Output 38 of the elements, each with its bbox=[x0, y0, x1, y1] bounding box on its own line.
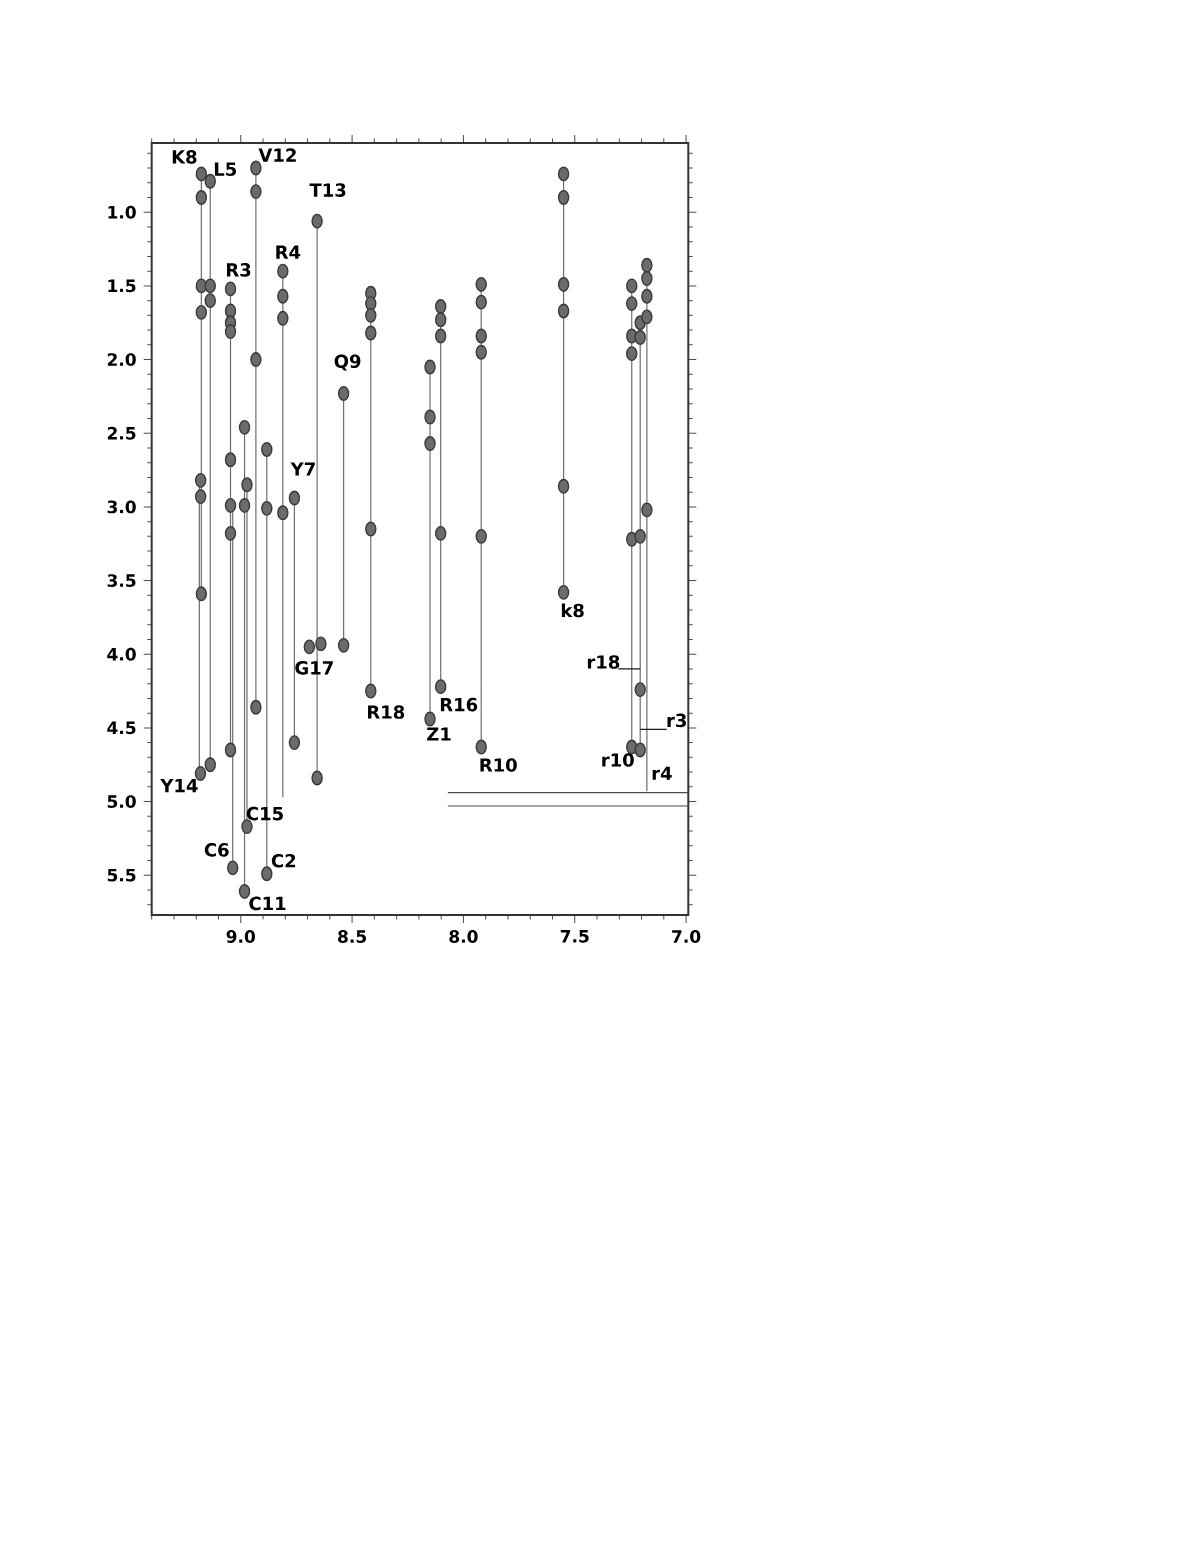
annotation: C11 bbox=[249, 896, 286, 911]
annotation: Z1 bbox=[427, 727, 451, 741]
annotation: R10 bbox=[480, 758, 517, 772]
y-tick-label: 2.0 bbox=[107, 353, 136, 367]
annotation: C6 bbox=[204, 843, 229, 857]
annotation: R4 bbox=[276, 245, 301, 259]
y-tick-label: 3.5 bbox=[107, 574, 136, 587]
annotation: r3 bbox=[667, 713, 686, 728]
x-tick-label: 8.0 bbox=[449, 930, 478, 943]
annotation: R16 bbox=[440, 697, 478, 712]
y-tick-label: 5.5 bbox=[107, 868, 136, 882]
x-tick-label: 7.0 bbox=[672, 930, 701, 943]
y-tick-label: 4.5 bbox=[107, 721, 136, 735]
annotation: T13 bbox=[309, 183, 346, 197]
annotation: V12 bbox=[258, 148, 296, 162]
annotation: R3 bbox=[226, 263, 251, 277]
annotation: Q9 bbox=[334, 354, 361, 371]
annotation: C2 bbox=[271, 853, 296, 868]
annotation: L5 bbox=[214, 162, 236, 176]
annotation: C15 bbox=[246, 806, 283, 821]
annotation: G17 bbox=[295, 661, 333, 675]
y-tick-label: 1.5 bbox=[108, 279, 136, 293]
x-tick-label: 8.5 bbox=[338, 930, 366, 943]
annotation: K8 bbox=[172, 150, 197, 164]
x-tick-label: 7.5 bbox=[560, 930, 589, 943]
y-tick-label: 5.0 bbox=[107, 795, 136, 808]
annotation: R18 bbox=[368, 705, 405, 719]
annotation: k8 bbox=[561, 603, 584, 618]
annotation: Y7 bbox=[290, 462, 315, 476]
y-tick-label: 3.0 bbox=[107, 500, 136, 514]
x-tick-label: 9.0 bbox=[226, 930, 255, 943]
y-tick-label: 1.0 bbox=[108, 205, 136, 219]
y-tick-label: 2.5 bbox=[107, 426, 136, 440]
annotation: r18 bbox=[587, 655, 620, 669]
annotation: r10 bbox=[602, 753, 634, 767]
y-tick-label: 4.0 bbox=[107, 647, 136, 661]
annotation: r4 bbox=[652, 766, 672, 780]
annotation: Y14 bbox=[160, 779, 198, 793]
